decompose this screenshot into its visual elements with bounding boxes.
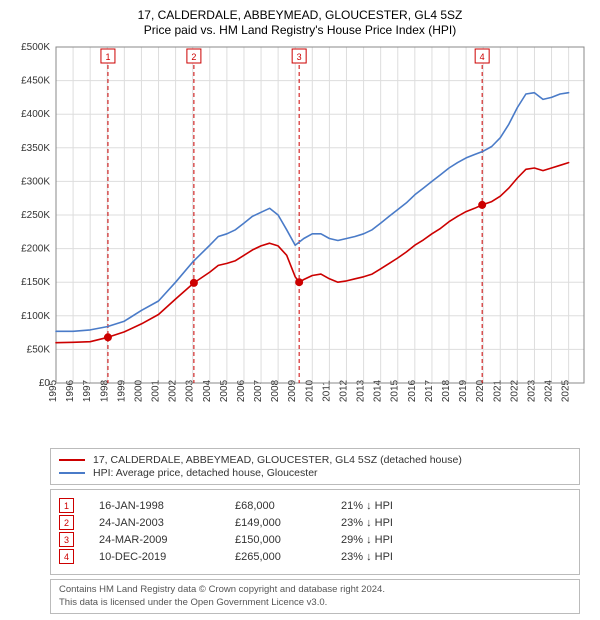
sales-table: 1 16-JAN-1998 £68,000 21% ↓ HPI 2 24-JAN-2003… — [50, 489, 580, 575]
svg-text:£250K: £250K — [21, 210, 50, 221]
legend-item: HPI: Average price, detached house, Glou… — [59, 467, 571, 479]
legend-swatch — [59, 459, 85, 461]
title-subtitle: Price paid vs. HM Land Registry's House … — [10, 23, 590, 37]
sale-row: 3 24-MAR-2009 £150,000 29% ↓ HPI — [59, 532, 571, 547]
sale-row: 4 10-DEC-2019 £265,000 23% ↓ HPI — [59, 549, 571, 564]
sale-vs-hpi: 21% ↓ HPI — [341, 500, 571, 512]
sale-date: 10-DEC-2019 — [99, 551, 229, 563]
footer-line1: Contains HM Land Registry data © Crown c… — [59, 584, 571, 596]
legend-label: HPI: Average price, detached house, Glou… — [93, 467, 318, 479]
legend-label: 17, CALDERDALE, ABBEYMEAD, GLOUCESTER, G… — [93, 454, 462, 466]
svg-text:£200K: £200K — [21, 244, 50, 255]
footer-attribution: Contains HM Land Registry data © Crown c… — [50, 579, 580, 614]
svg-text:£350K: £350K — [21, 143, 50, 154]
sale-marker: 1 — [59, 498, 74, 513]
svg-text:£100K: £100K — [21, 311, 50, 322]
svg-text:1: 1 — [105, 52, 110, 62]
svg-text:4: 4 — [480, 52, 485, 62]
footer-line2: This data is licensed under the Open Gov… — [59, 597, 571, 609]
legend-swatch — [59, 472, 85, 474]
sale-date: 24-JAN-2003 — [99, 517, 229, 529]
svg-text:£500K: £500K — [21, 42, 50, 53]
sale-row: 2 24-JAN-2003 £149,000 23% ↓ HPI — [59, 515, 571, 530]
sale-row: 1 16-JAN-1998 £68,000 21% ↓ HPI — [59, 498, 571, 513]
svg-text:£150K: £150K — [21, 277, 50, 288]
sale-marker: 4 — [59, 549, 74, 564]
legend-item: 17, CALDERDALE, ABBEYMEAD, GLOUCESTER, G… — [59, 454, 571, 466]
sale-price: £149,000 — [235, 517, 335, 529]
sale-date: 24-MAR-2009 — [99, 534, 229, 546]
chart-titles: 17, CALDERDALE, ABBEYMEAD, GLOUCESTER, G… — [10, 6, 590, 41]
legend: 17, CALDERDALE, ABBEYMEAD, GLOUCESTER, G… — [50, 448, 580, 485]
svg-text:2: 2 — [191, 52, 196, 62]
sale-vs-hpi: 29% ↓ HPI — [341, 534, 571, 546]
svg-text:£400K: £400K — [21, 109, 50, 120]
svg-text:£50K: £50K — [27, 344, 51, 355]
sale-marker: 3 — [59, 532, 74, 547]
price-chart: £0£50K£100K£150K£200K£250K£300K£350K£400… — [10, 41, 590, 421]
sale-price: £68,000 — [235, 500, 335, 512]
sale-date: 16-JAN-1998 — [99, 500, 229, 512]
sale-price: £150,000 — [235, 534, 335, 546]
svg-text:3: 3 — [297, 52, 302, 62]
chart-area: £0£50K£100K£150K£200K£250K£300K£350K£400… — [10, 41, 590, 444]
sale-vs-hpi: 23% ↓ HPI — [341, 551, 571, 563]
sale-price: £265,000 — [235, 551, 335, 563]
sale-vs-hpi: 23% ↓ HPI — [341, 517, 571, 529]
title-address: 17, CALDERDALE, ABBEYMEAD, GLOUCESTER, G… — [10, 8, 590, 22]
sale-marker: 2 — [59, 515, 74, 530]
svg-text:£300K: £300K — [21, 176, 50, 187]
svg-text:£450K: £450K — [21, 76, 50, 87]
